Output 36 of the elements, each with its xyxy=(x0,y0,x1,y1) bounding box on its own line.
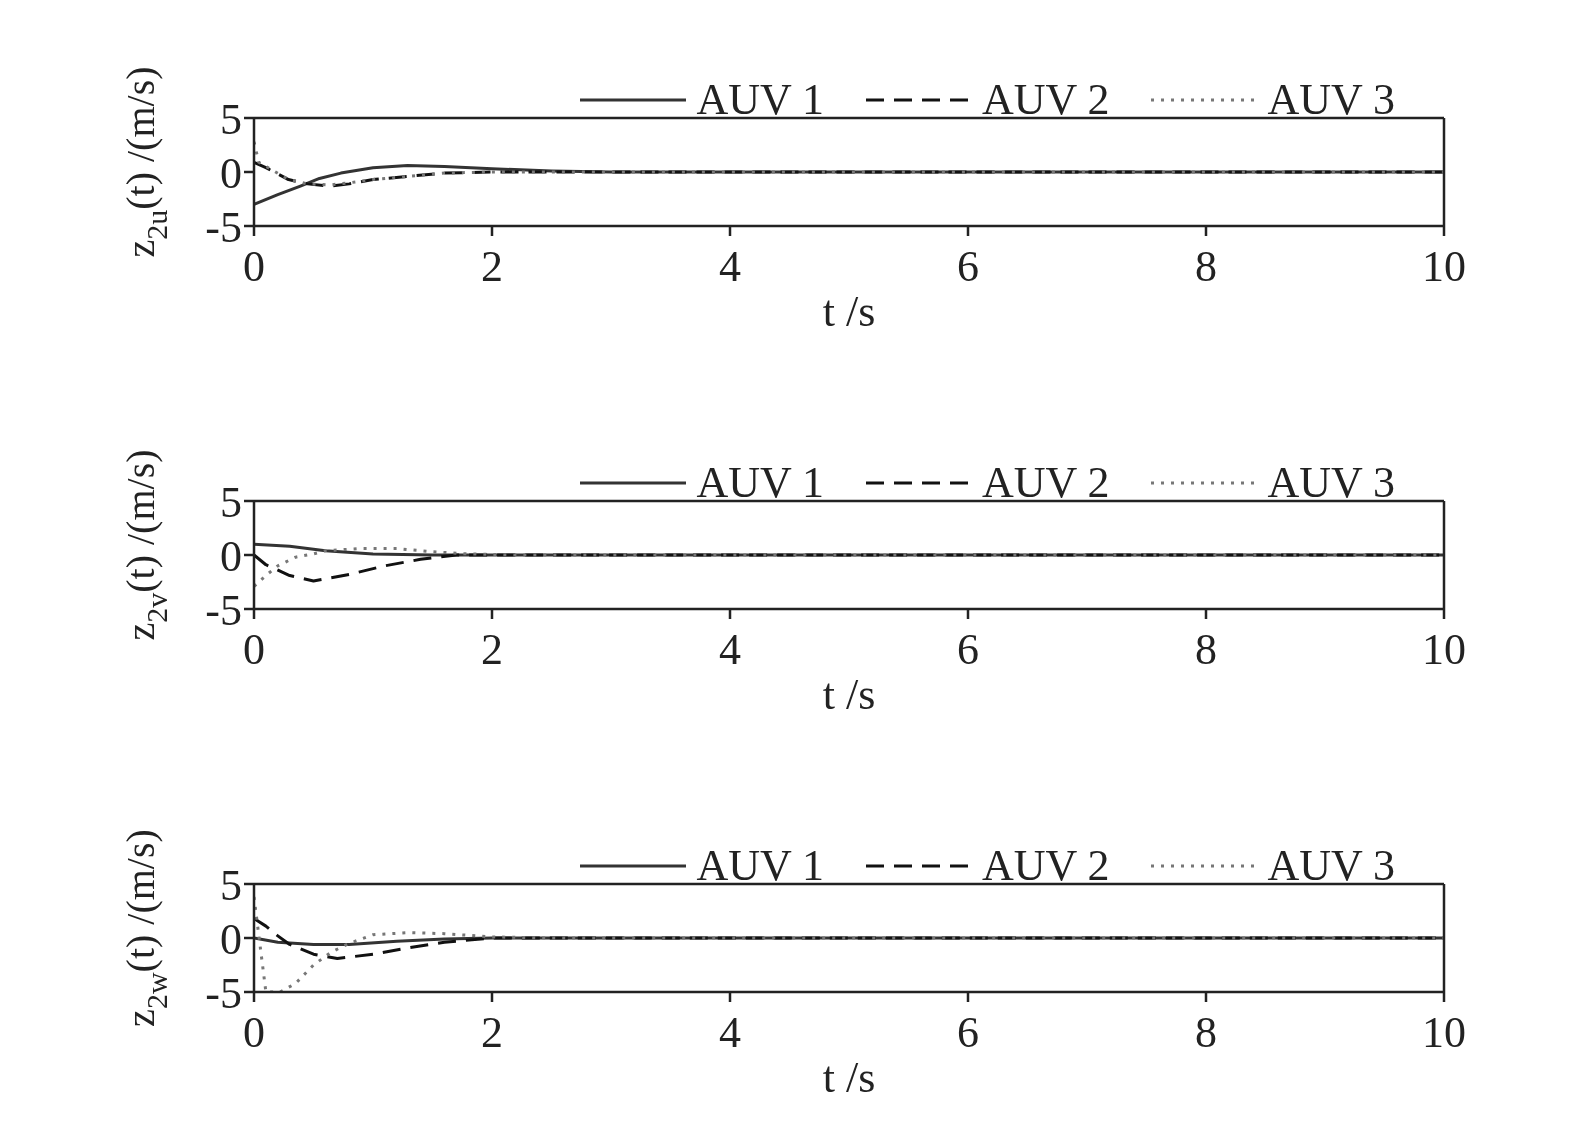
y-tick-label: 0 xyxy=(220,531,242,581)
x-tick-label: 8 xyxy=(1195,1008,1217,1058)
y-tick-label: -5 xyxy=(205,585,242,635)
y-tick-label: 5 xyxy=(220,477,242,527)
x-tick-label: 2 xyxy=(481,242,503,292)
x-tick-label: 4 xyxy=(719,1008,741,1058)
x-tick-label: 10 xyxy=(1422,242,1466,292)
x-tick-label: 8 xyxy=(1195,625,1217,675)
y-tick-label: 5 xyxy=(220,860,242,910)
x-axis-title: t /s xyxy=(822,670,876,719)
x-axis-title: t /s xyxy=(822,287,876,336)
x-tick-label: 4 xyxy=(719,625,741,675)
x-tick-label: 4 xyxy=(719,242,741,292)
x-tick-label: 6 xyxy=(957,1008,979,1058)
legend-label: AUV 1 xyxy=(696,457,824,508)
y-tick-label: -5 xyxy=(205,968,242,1018)
x-tick-label: 6 xyxy=(957,625,979,675)
legend-label: AUV 1 xyxy=(696,74,824,125)
y-tick-label: 0 xyxy=(220,914,242,964)
legend-label: AUV 3 xyxy=(1267,74,1395,125)
legend-label: AUV 3 xyxy=(1267,840,1395,891)
legend-label: AUV 2 xyxy=(981,457,1110,508)
y-tick-label: -5 xyxy=(205,202,242,252)
x-tick-label: 2 xyxy=(481,625,503,675)
x-axis-title: t /s xyxy=(822,1053,876,1102)
x-tick-label: 2 xyxy=(481,1008,503,1058)
x-tick-label: 8 xyxy=(1195,242,1217,292)
y-tick-label: 0 xyxy=(220,148,242,198)
x-tick-label: 6 xyxy=(957,242,979,292)
y-tick-label: 5 xyxy=(220,94,242,144)
x-tick-label: 10 xyxy=(1422,625,1466,675)
legend-label: AUV 3 xyxy=(1267,457,1395,508)
x-tick-label: 10 xyxy=(1422,1008,1466,1058)
legend-label: AUV 2 xyxy=(981,840,1110,891)
legend-label: AUV 1 xyxy=(696,840,824,891)
legend-label: AUV 2 xyxy=(981,74,1110,125)
